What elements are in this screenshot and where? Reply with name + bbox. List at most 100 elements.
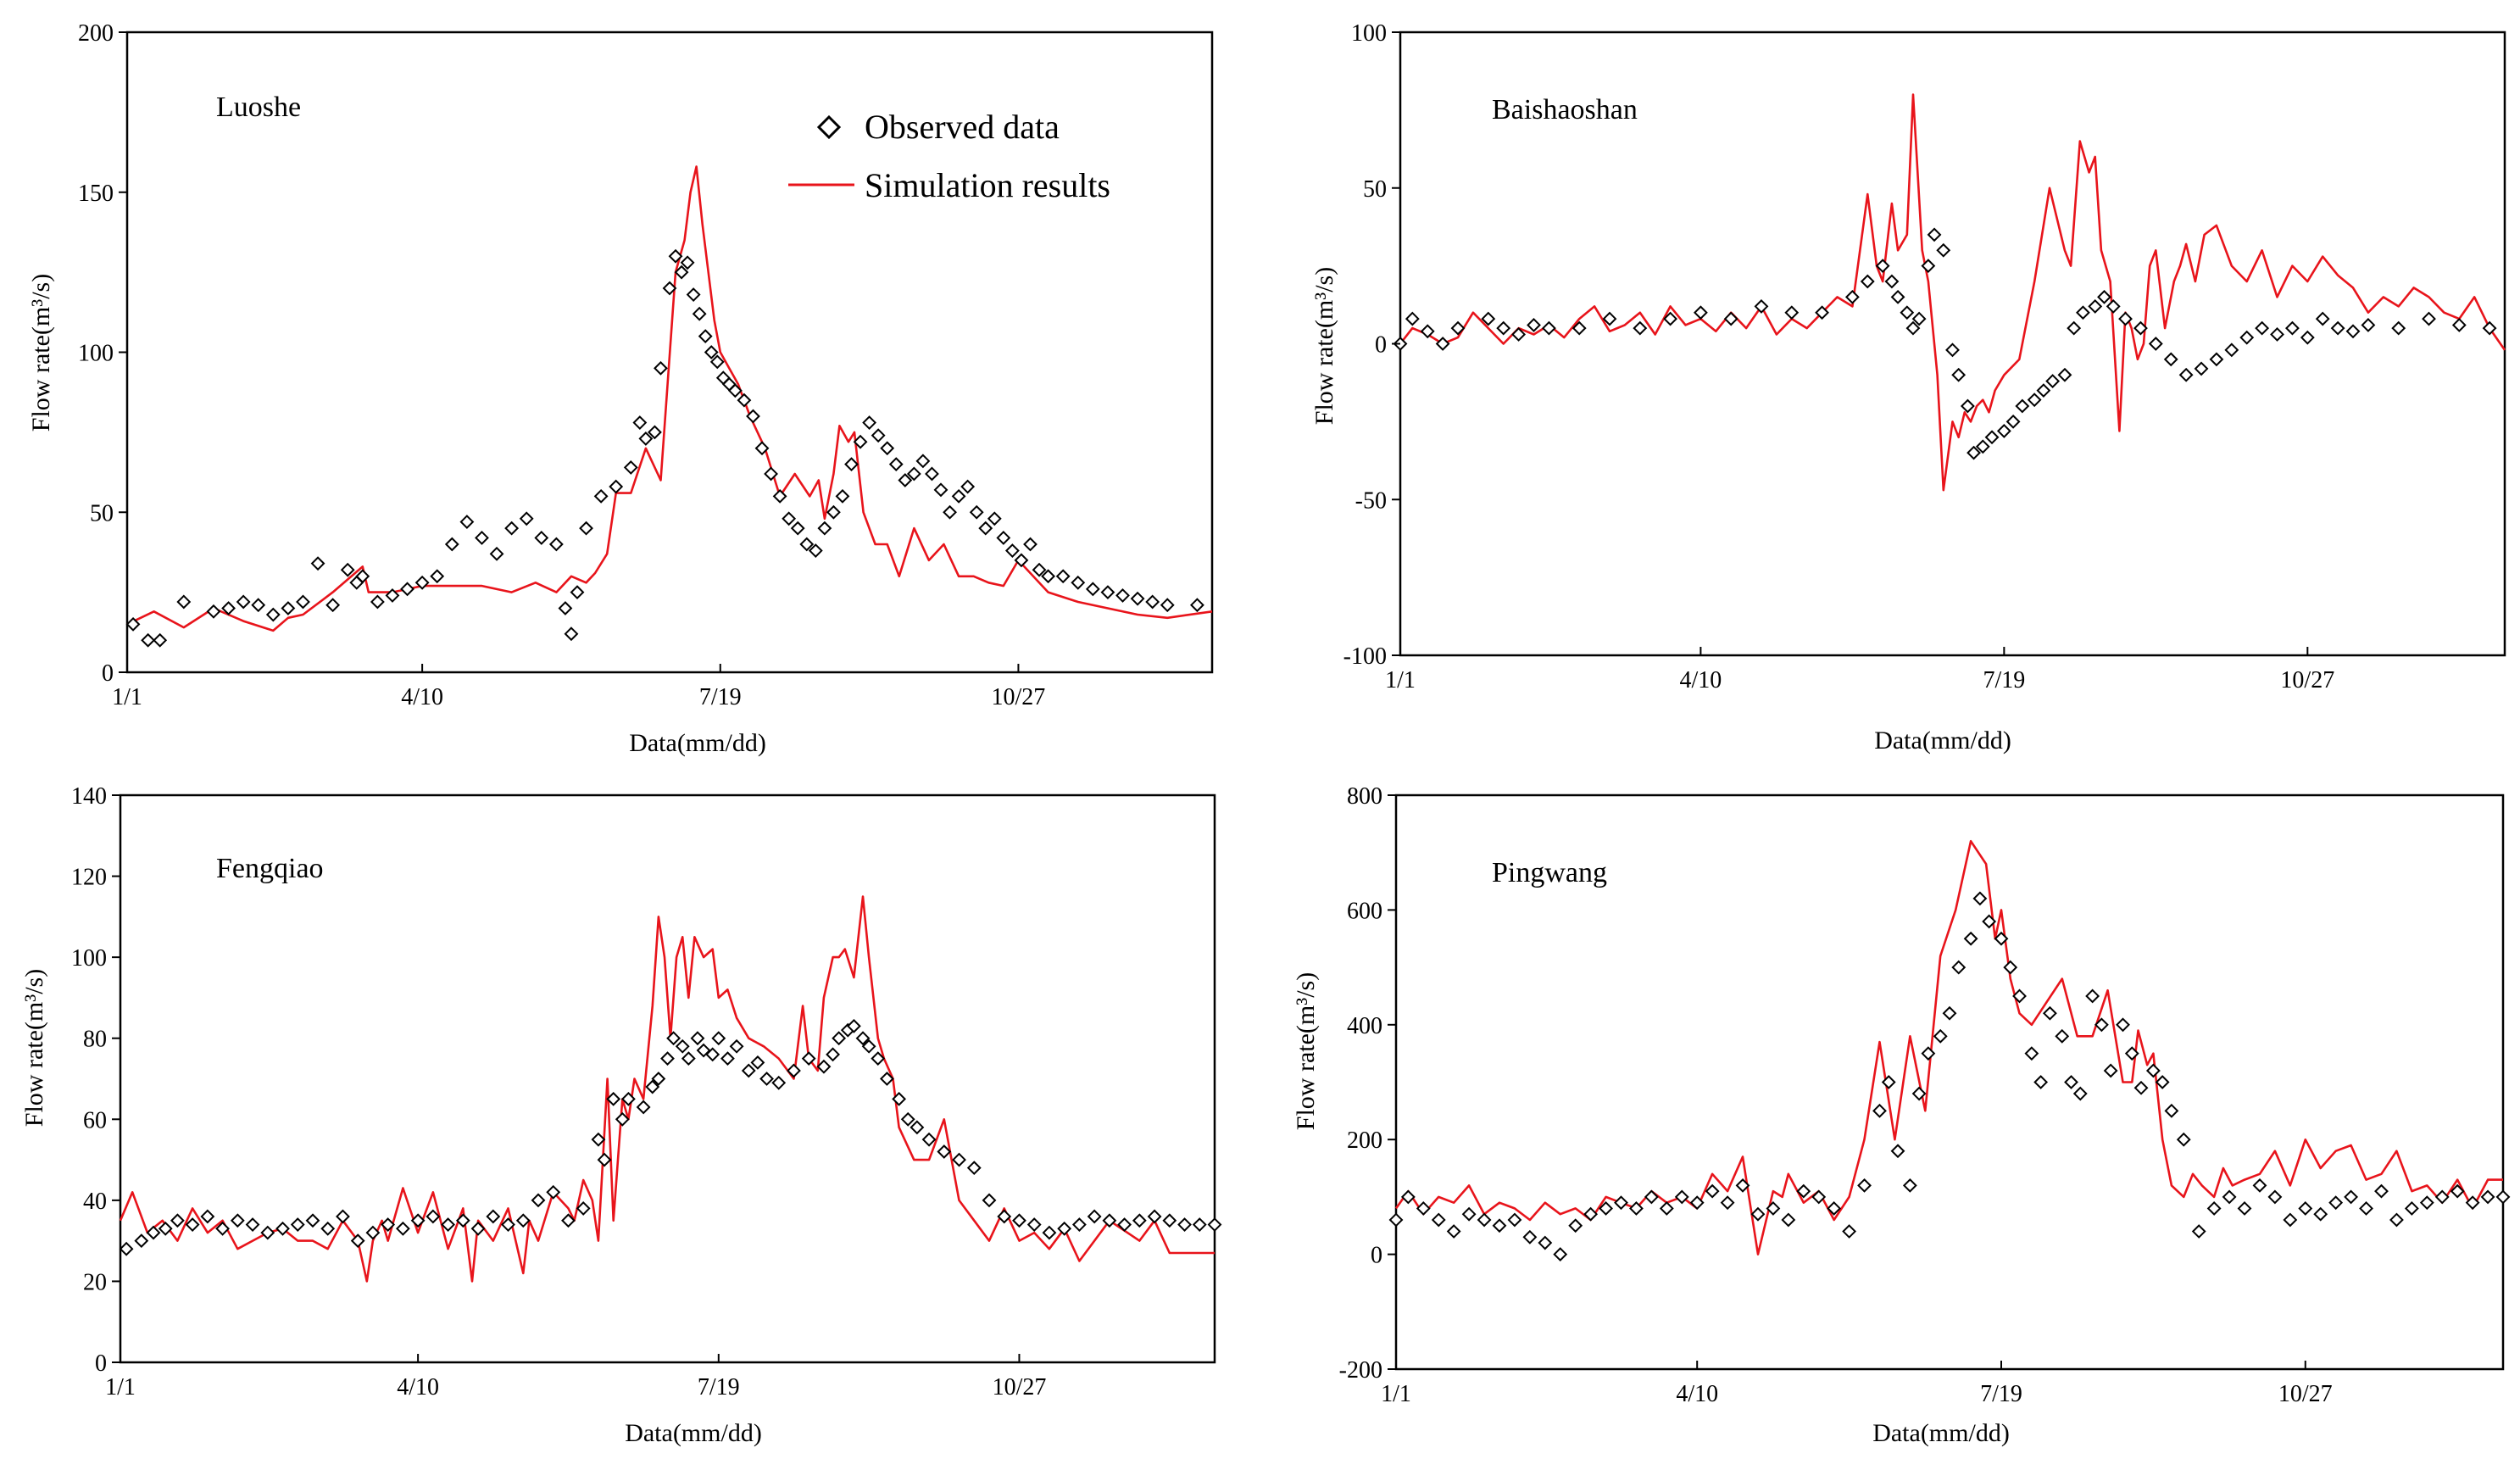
observed-point	[2194, 361, 2209, 376]
observed-point	[982, 1193, 997, 1208]
simulation-line	[1399, 93, 2506, 492]
y-tick-label: 50	[1363, 176, 1387, 203]
observed-point	[879, 1072, 894, 1086]
observed-point	[2237, 1201, 2252, 1216]
y-tick-label: -50	[1355, 487, 1387, 514]
observed-point	[1507, 1212, 1522, 1228]
observed-point	[176, 594, 192, 610]
observed-point	[2024, 1046, 2039, 1061]
y-tick-label: 200	[1347, 1128, 1382, 1154]
observed-point	[325, 598, 341, 613]
observed-point	[1057, 1221, 1072, 1236]
observed-point	[645, 1079, 660, 1094]
observed-point	[1431, 1212, 1446, 1228]
observed-point	[141, 632, 156, 648]
observed-point	[2222, 1189, 2237, 1205]
observed-point	[1875, 259, 1890, 274]
observed-point	[1100, 585, 1115, 600]
observed-point	[119, 1241, 134, 1256]
observed-point	[727, 383, 743, 398]
observed-point	[2419, 1195, 2434, 1211]
observed-point	[1026, 1217, 1042, 1232]
observed-point	[1190, 598, 1204, 613]
y-tick-label: 600	[1347, 898, 1382, 924]
observed-point	[1461, 1206, 1477, 1222]
observed-point	[1766, 1201, 1781, 1216]
observed-point	[2064, 1075, 2078, 1089]
observed-point	[1388, 1212, 1404, 1228]
observed-point	[654, 360, 668, 376]
observed-point	[365, 1225, 381, 1240]
y-tick-label: 800	[1347, 783, 1382, 810]
observed-point	[674, 264, 689, 280]
y-tick-label: 200	[78, 20, 114, 47]
observed-point	[853, 434, 868, 449]
chart-panel-pingwang: Pingwang Data(mm/dd) Flow rate(m³/s) 1/1…	[1292, 783, 2511, 1447]
observed-point	[1481, 311, 1496, 326]
observed-point	[336, 1209, 350, 1224]
observed-point	[597, 1152, 612, 1167]
legend-label-observed: Observed data	[865, 108, 1060, 146]
y-axis-title: Flow rate(m³/s)	[1292, 972, 1320, 1130]
observed-point	[826, 1047, 840, 1062]
observed-point	[281, 601, 296, 615]
observed-point	[1900, 305, 1915, 320]
y-tick-label: 100	[71, 945, 107, 972]
observed-point	[1400, 1189, 1416, 1205]
observed-point	[146, 1225, 161, 1240]
observed-point	[1496, 320, 1511, 336]
observed-point	[632, 415, 648, 430]
observed-point	[690, 1031, 705, 1046]
observed-point	[782, 511, 797, 526]
observed-point	[799, 537, 815, 552]
observed-point	[2085, 988, 2100, 1004]
observed-point	[1936, 242, 1951, 258]
plot-frame	[1394, 793, 2505, 1371]
observed-point	[501, 1217, 515, 1232]
observed-point	[1720, 1195, 1735, 1211]
observed-point	[1004, 543, 1020, 558]
observed-point	[1811, 1189, 1827, 1205]
observed-point	[381, 1217, 396, 1232]
observed-point	[1994, 931, 2009, 946]
observed-point	[754, 441, 770, 456]
observed-point	[350, 1233, 365, 1249]
observed-point	[2124, 1046, 2139, 1061]
observed-point	[2495, 1189, 2511, 1205]
observed-point	[230, 1213, 245, 1228]
observed-point	[441, 1217, 456, 1232]
observed-point	[251, 598, 266, 613]
observed-point	[1147, 1209, 1162, 1224]
y-tick-label: 0	[1375, 332, 1387, 359]
observed-point	[921, 1132, 937, 1147]
observed-point	[764, 466, 778, 482]
observed-point	[430, 569, 445, 584]
observed-point	[1881, 1075, 1896, 1089]
observed-point	[1511, 327, 1527, 342]
observed-point	[1972, 891, 1988, 906]
observed-point	[355, 569, 370, 584]
observed-point	[2209, 352, 2224, 367]
observed-point	[746, 409, 760, 424]
observed-point	[290, 1217, 305, 1232]
observed-point	[1450, 320, 1466, 336]
observed-point	[2255, 320, 2270, 336]
observed-point	[801, 1051, 816, 1066]
observed-point	[444, 537, 459, 552]
observed-point	[906, 466, 921, 482]
observed-point	[2042, 1005, 2057, 1021]
observed-point	[2036, 383, 2051, 398]
observed-point	[515, 1213, 531, 1228]
observed-point	[2224, 342, 2239, 358]
y-tick-label: 0	[102, 660, 114, 687]
observed-point	[816, 1059, 832, 1074]
observed-point	[741, 1063, 756, 1078]
observed-point	[1085, 582, 1100, 597]
observed-point	[1041, 569, 1056, 584]
observed-point	[2313, 1206, 2328, 1222]
legend: Observed data Simulation results	[788, 108, 1110, 204]
observed-point	[1420, 324, 1435, 339]
observed-point	[696, 1043, 711, 1058]
observed-point	[1754, 298, 1769, 314]
observed-point	[1963, 931, 1978, 946]
